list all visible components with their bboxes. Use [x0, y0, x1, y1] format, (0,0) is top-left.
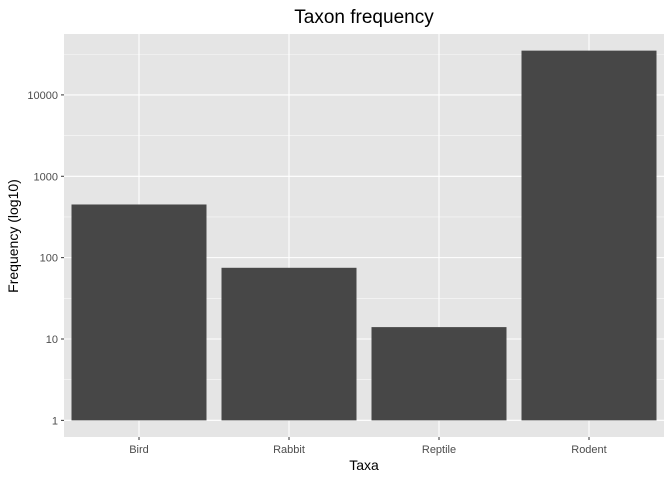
bar-bird	[71, 204, 207, 421]
x-tick-label: Rodent	[571, 444, 606, 456]
y-axis-title: Frequency (log10)	[5, 179, 21, 293]
x-axis: Bird Rabbit Reptile Rodent	[129, 437, 607, 456]
y-tick-label: 1	[52, 415, 58, 427]
bar-reptile	[371, 327, 507, 421]
x-tick-label: Rabbit	[273, 444, 305, 456]
x-axis-title: Taxa	[349, 457, 379, 473]
chart-title: Taxon frequency	[294, 7, 434, 28]
y-tick-label: 10	[46, 334, 58, 346]
bars	[71, 50, 657, 421]
bar-rodent	[521, 50, 657, 421]
y-axis: 1 10 100 1000 10000	[27, 90, 64, 427]
x-tick-label: Bird	[129, 444, 149, 456]
x-tick-label: Reptile	[422, 444, 456, 456]
y-tick-label: 1000	[34, 171, 58, 183]
y-tick-label: 100	[40, 253, 58, 265]
bar-rabbit	[221, 267, 357, 421]
y-tick-label: 10000	[27, 90, 58, 102]
